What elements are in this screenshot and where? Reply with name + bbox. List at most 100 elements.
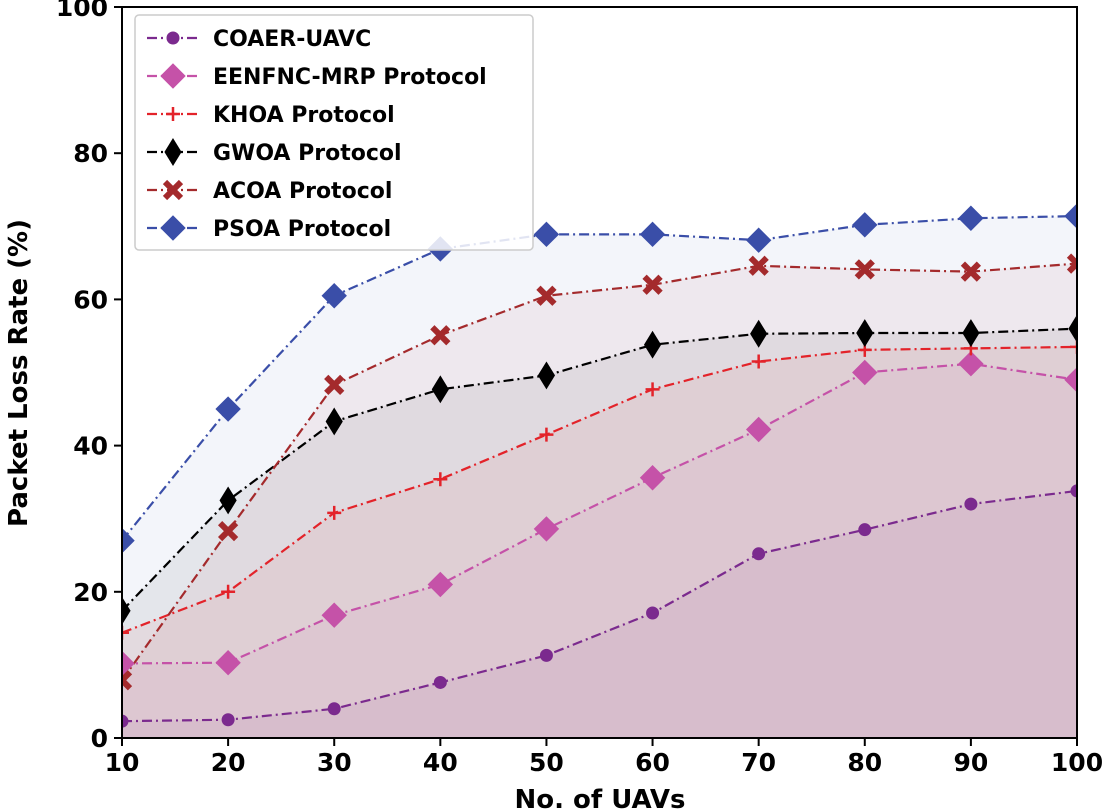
x-tick-label: 10: [105, 748, 140, 777]
x-tick-label: 70: [741, 748, 776, 777]
data-point: [215, 396, 241, 422]
data-point: [1070, 339, 1077, 354]
data-point: [533, 516, 560, 542]
data-point: [646, 606, 660, 620]
x-tick-label: 20: [211, 748, 246, 777]
data-point: [539, 648, 553, 662]
series-line-6: [122, 214, 1077, 542]
data-point: [122, 596, 131, 625]
data-point: [1068, 314, 1077, 343]
area-fill-5: [122, 263, 1077, 738]
series-lines: [122, 214, 1077, 723]
y-tick-label: 0: [91, 724, 108, 753]
legend-label: GWOA Protocol: [213, 141, 402, 166]
data-point: [533, 221, 560, 248]
y-tick-label: 100: [56, 0, 108, 22]
x-tick-label: 60: [635, 748, 670, 777]
series-line-5: [122, 262, 1077, 681]
data-point: [854, 259, 875, 280]
data-point: [962, 319, 980, 347]
data-point: [217, 521, 239, 542]
x-tick-label: 80: [847, 748, 882, 777]
data-point: [964, 497, 978, 511]
data-point: [745, 416, 772, 443]
data-point: [325, 407, 343, 436]
data-point: [427, 571, 454, 598]
data-point: [752, 547, 766, 561]
data-point: [858, 523, 872, 537]
y-axis-label: Packet Loss Rate (%): [4, 219, 34, 527]
data-point: [324, 374, 345, 396]
legend-box: [134, 14, 534, 251]
data-point: [958, 205, 984, 231]
data-point: [537, 361, 556, 390]
x-tick-label: 100: [1051, 748, 1103, 777]
data-point: [1064, 367, 1077, 393]
area-fill-2: [122, 363, 1077, 738]
area-fill-3: [122, 346, 1077, 738]
series-markers: [122, 203, 1077, 728]
data-point: [1066, 253, 1077, 274]
x-axis: 10 20 30 40 50 60 70 80 90 100: [105, 738, 1103, 777]
y-axis: 0 20 40 60 80 100: [56, 0, 122, 753]
data-point: [958, 351, 984, 377]
x-axis-label: No. of UAVs: [514, 785, 685, 812]
data-point: [643, 330, 662, 359]
legend-label: ACOA Protocol: [213, 179, 392, 204]
legend: COAER-UAVC EENFNC-MRP Protocol KHOA Protoc…: [134, 14, 534, 251]
data-point: [122, 670, 133, 691]
data-point: [960, 261, 982, 282]
data-point: [433, 675, 447, 689]
data-point: [430, 325, 451, 346]
data-point: [122, 625, 129, 640]
x-tick-label: 90: [953, 748, 988, 777]
legend-label: EENFNC-MRP Protocol: [213, 65, 487, 90]
data-point: [122, 527, 135, 554]
data-point: [856, 319, 874, 347]
data-point: [536, 285, 557, 306]
legend-marker: [164, 138, 182, 166]
y-tick-label: 20: [73, 578, 108, 607]
area-fills: [122, 216, 1077, 738]
data-point: [122, 650, 135, 677]
plot-frame: [121, 6, 1078, 739]
legend-marker: [160, 215, 186, 241]
legend-marker: [162, 179, 184, 201]
data-point: [751, 354, 766, 369]
data-point: [321, 602, 347, 628]
data-point: [852, 212, 878, 238]
data-point: [639, 465, 666, 491]
data-point: [1064, 203, 1077, 229]
x-tick-label: 30: [317, 748, 352, 777]
y-tick-label: 60: [73, 285, 108, 314]
legend-label: PSOA Protocol: [213, 217, 391, 242]
area-fill-4: [122, 328, 1077, 738]
data-point: [215, 649, 241, 676]
data-point: [539, 427, 554, 442]
data-point: [1070, 484, 1077, 498]
area-fill-1: [122, 490, 1077, 738]
data-point: [750, 319, 768, 348]
data-point: [748, 255, 769, 276]
series-line-1: [122, 489, 1077, 723]
data-point: [221, 713, 235, 727]
x-tick-label: 50: [529, 748, 564, 777]
data-point: [433, 472, 448, 487]
data-point: [431, 375, 449, 404]
legend-marker: [166, 31, 180, 45]
data-point: [327, 505, 342, 520]
data-point: [219, 486, 237, 515]
data-point: [852, 359, 878, 386]
data-point: [645, 382, 660, 397]
legend-label: KHOA Protocol: [213, 103, 395, 128]
legend-marker: [160, 63, 186, 89]
data-point: [745, 227, 772, 253]
series-line-2: [122, 362, 1077, 665]
legend-label: COAER-UAVC: [213, 27, 371, 52]
data-point: [642, 274, 663, 295]
data-point: [221, 584, 236, 599]
legend-marker: [166, 107, 180, 121]
data-point: [639, 221, 666, 248]
y-tick-label: 80: [73, 139, 108, 168]
